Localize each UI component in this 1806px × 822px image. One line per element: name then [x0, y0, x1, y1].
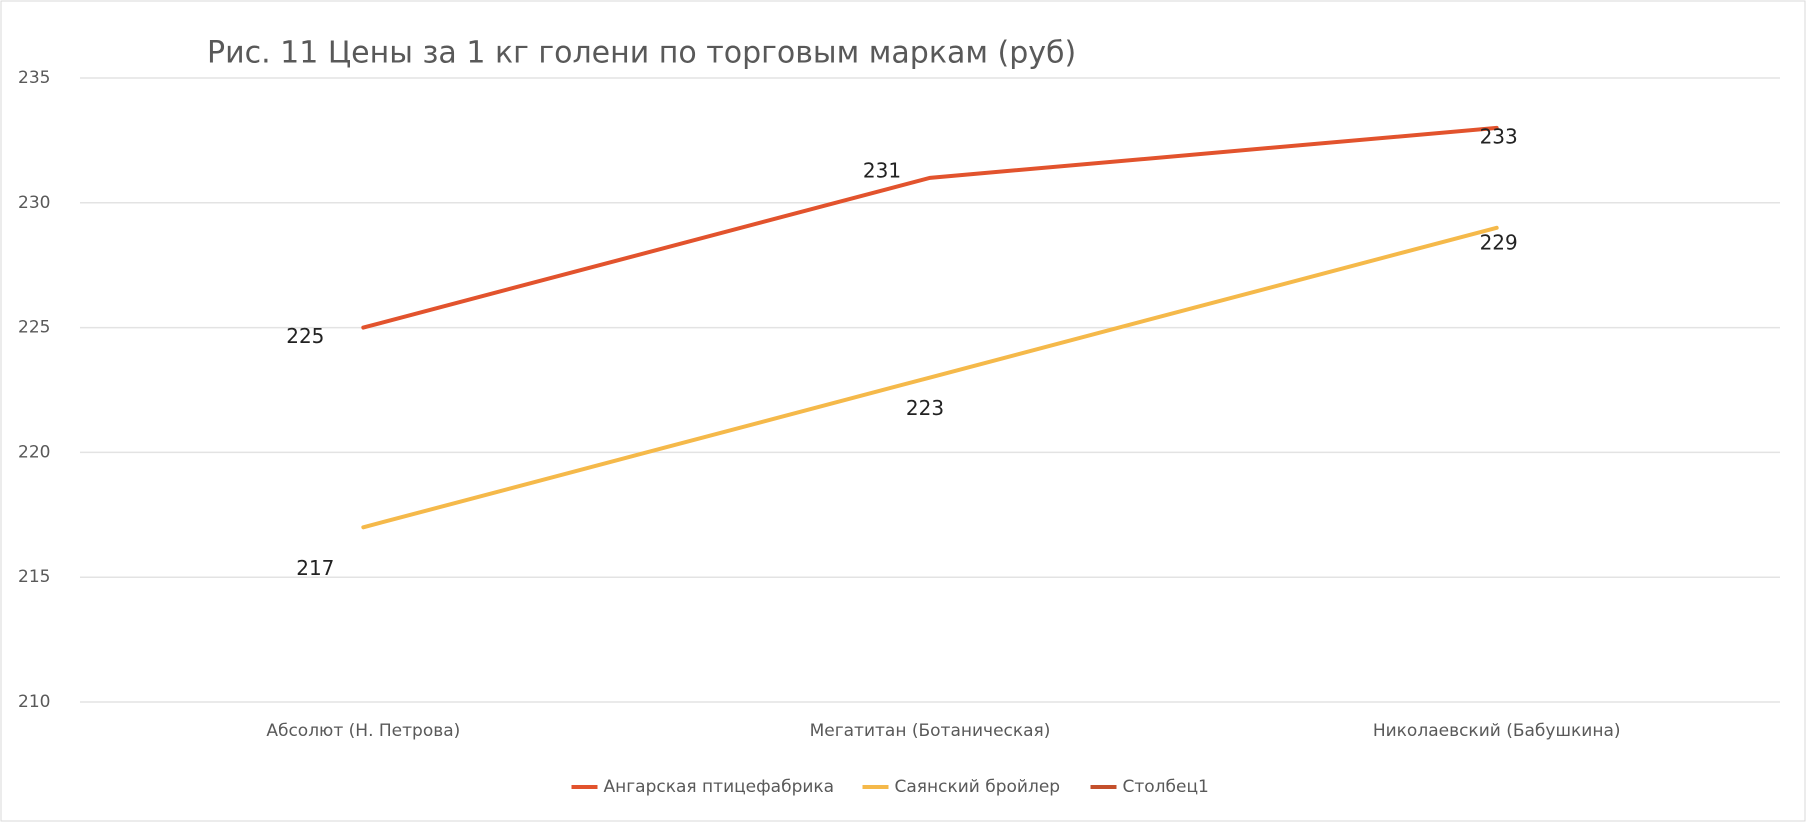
legend-label: Ангарская птицефабрика [604, 777, 835, 797]
data-label: 229 [1480, 230, 1518, 254]
y-tick-label: 220 [18, 442, 50, 462]
y-tick-label: 210 [18, 692, 50, 712]
data-label: 223 [906, 396, 944, 420]
x-tick-label: Абсолют (Н. Петрова) [266, 721, 460, 741]
x-tick-label: Мегатитан (Ботаническая) [810, 721, 1051, 741]
data-label: 225 [286, 324, 324, 348]
legend-label: Саянский бройлер [895, 777, 1061, 797]
y-tick-label: 235 [18, 68, 50, 88]
y-tick-label: 225 [18, 318, 50, 338]
data-label: 231 [863, 158, 901, 182]
y-tick-label: 215 [18, 567, 50, 587]
series-line [361, 125, 1499, 330]
data-label: 233 [1480, 124, 1518, 148]
y-tick-label: 230 [18, 193, 50, 213]
data-label: 217 [296, 556, 334, 580]
series-line [361, 225, 1499, 530]
legend-label: Столбец1 [1123, 777, 1209, 797]
x-tick-label: Николаевский (Бабушкина) [1373, 721, 1621, 741]
chart-title: Рис. 11 Цены за 1 кг голени по торговым … [207, 36, 1076, 71]
